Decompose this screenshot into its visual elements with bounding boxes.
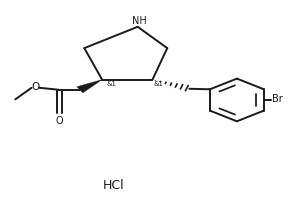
- Text: &1: &1: [154, 81, 164, 87]
- Text: O: O: [31, 82, 39, 92]
- Polygon shape: [77, 80, 102, 93]
- Text: HCl: HCl: [103, 179, 125, 192]
- Text: NH: NH: [132, 16, 147, 26]
- Text: &1: &1: [106, 81, 117, 87]
- Text: O: O: [55, 116, 63, 126]
- Text: Br: Br: [272, 94, 283, 104]
